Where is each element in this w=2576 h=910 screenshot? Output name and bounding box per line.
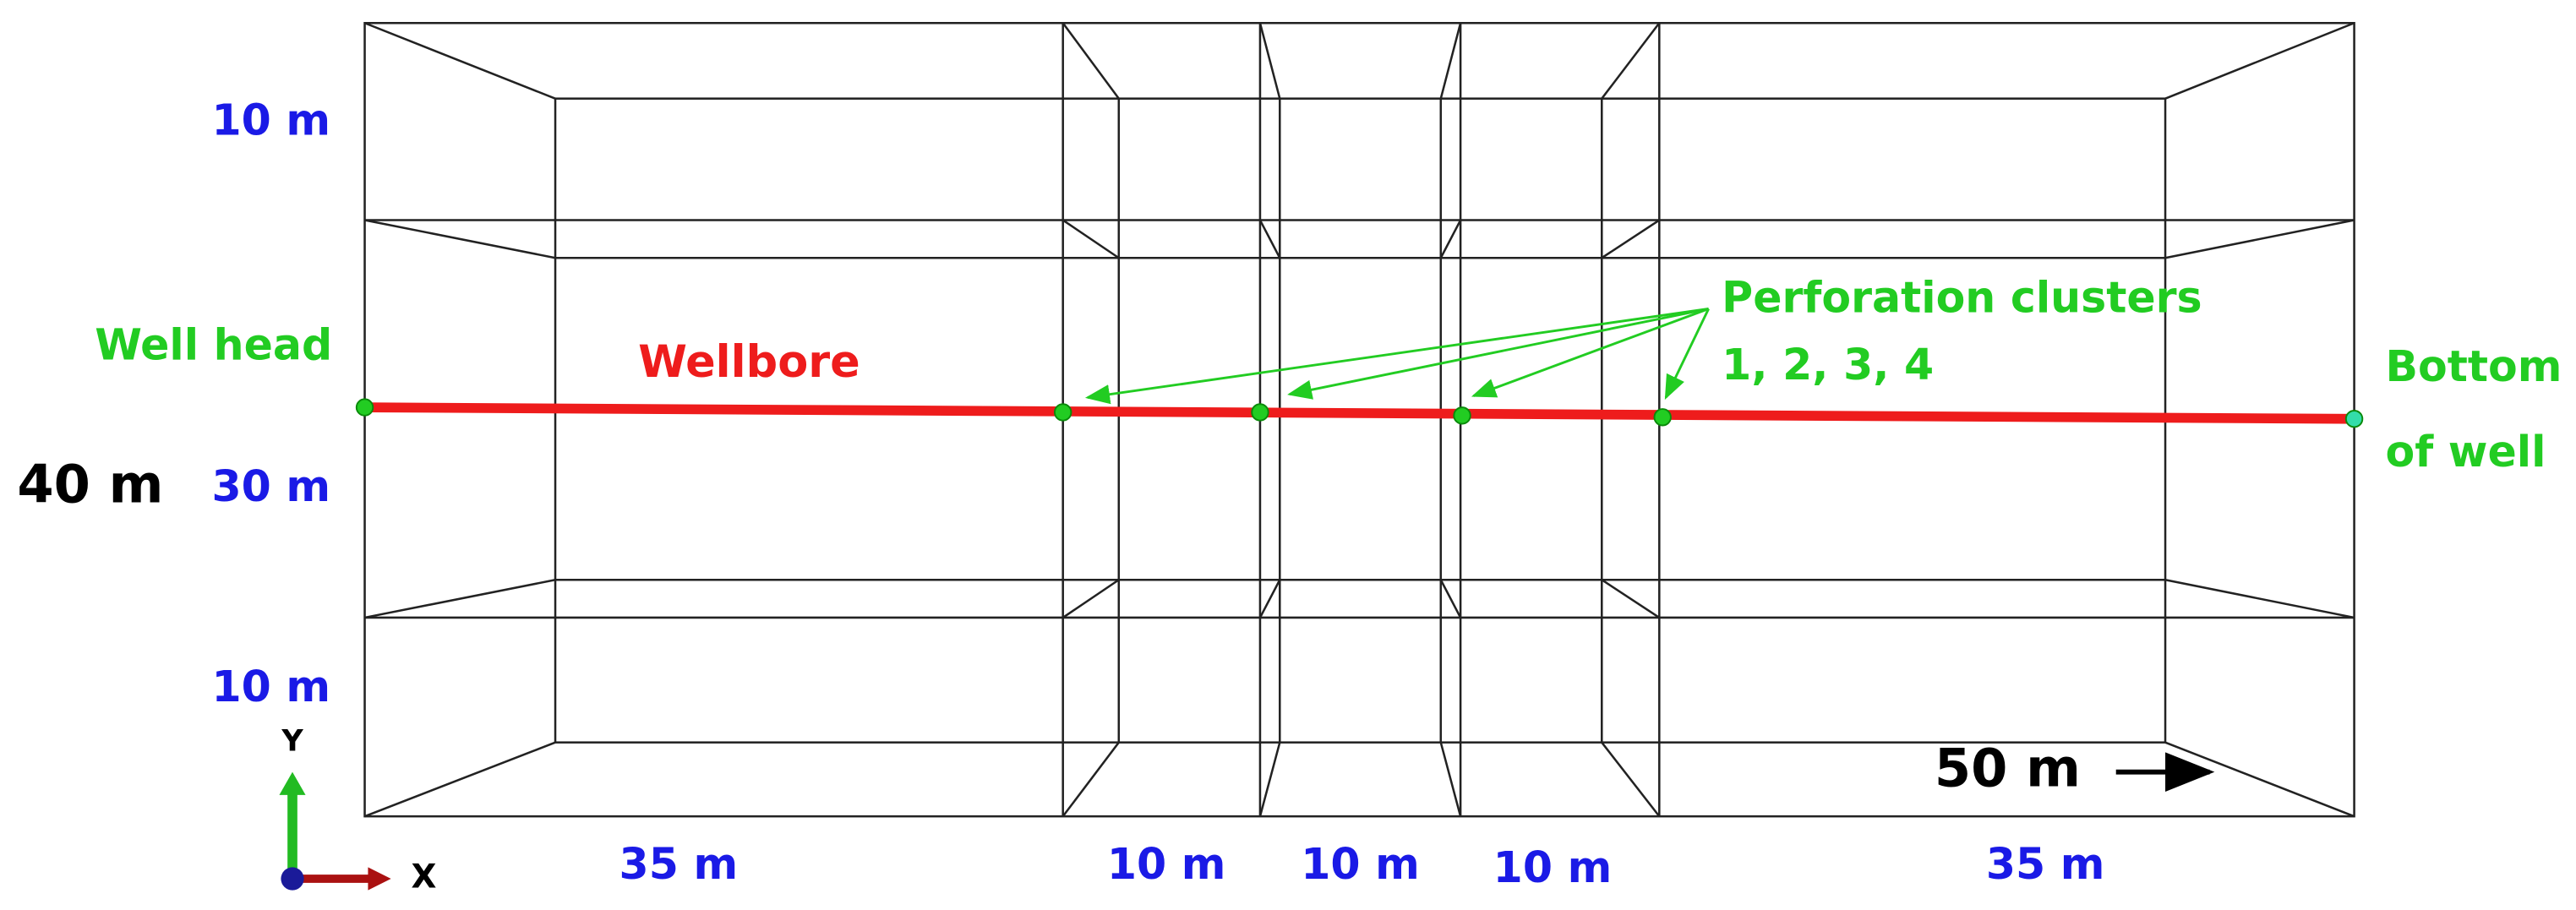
width-label: 10 m [1301,839,1420,889]
cluster-point [1653,408,1672,427]
perforation-label: Perforation clusters [1722,272,2202,322]
bottom-label: Bottom [2386,341,2562,391]
width-label: 35 m [619,839,739,889]
cluster-point [1053,403,1072,422]
mesh-geometry [363,21,2355,818]
height-label: 30 m [211,461,330,511]
width-label: 35 m [1986,839,2105,889]
well-head-label: Well head [95,320,332,370]
perforation-label: 1, 2, 3, 4 [1722,340,1934,390]
perforation-points [355,398,2364,428]
x-axis-label: X [412,858,437,896]
well-head-point [355,398,374,417]
wellbore-line [364,402,2355,424]
height-label: 10 m [211,662,330,711]
depth-label: 50 m [1935,738,2081,799]
bottom-label: of well [2386,427,2546,477]
wellbore-label: Wellbore [638,336,860,388]
height-label: 10 m [211,95,330,144]
origin [281,867,304,891]
bottom-point [2344,410,2364,428]
cluster-point [1251,403,1269,422]
cluster-point [1453,406,1471,425]
pointer-arrows [1084,308,1710,405]
width-label: 10 m [1107,839,1226,889]
width-label: 10 m [1493,842,1613,892]
y-axis-label: Y [281,725,303,759]
total-height-label: 40 m [17,453,163,515]
axis-triad [279,771,391,891]
